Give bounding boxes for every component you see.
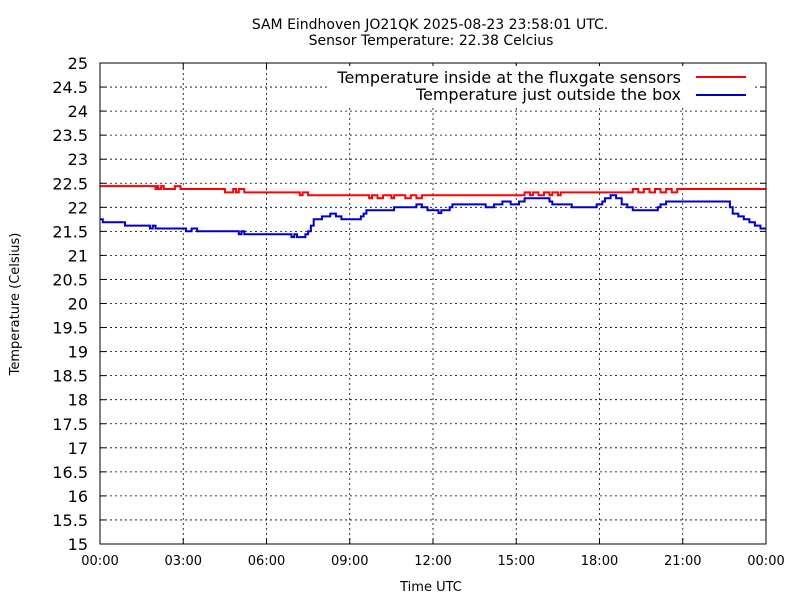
y-tick-label: 17.5 [52, 415, 88, 434]
y-tick-label: 16 [68, 487, 88, 506]
x-tick-label: 06:00 [248, 554, 285, 569]
legend-label-inside: Temperature inside at the fluxgate senso… [336, 68, 681, 87]
x-tick-label: 03:00 [165, 554, 202, 569]
x-axis-label: Time UTC [399, 580, 462, 595]
legend-background [330, 66, 755, 106]
x-tick-label: 00:00 [81, 554, 118, 569]
y-tick-label: 16.5 [52, 463, 88, 482]
y-tick-label: 20.5 [52, 270, 88, 289]
x-tick-label: 12:00 [414, 554, 451, 569]
y-axis-ticks: 15 15.5 16 16.5 17 17.5 18 18.5 19 19.5 20 20.5 21 21… [52, 54, 766, 554]
grid-lines [100, 63, 766, 544]
chart-subtitle: Sensor Temperature: 22.38 Celcius [309, 33, 554, 49]
y-tick-label: 15 [68, 535, 88, 554]
y-tick-label: 22 [68, 198, 88, 217]
y-tick-label: 18.5 [52, 367, 88, 386]
x-tick-label: 15:00 [498, 554, 535, 569]
plot-frame [99, 62, 767, 545]
legend-label-outside: Temperature just outside the box [415, 85, 681, 104]
y-tick-label: 24.5 [52, 78, 88, 97]
y-tick-label: 20 [68, 295, 88, 314]
x-axis-ticks: 00:00 03:00 06:00 09:00 12:00 15:00 18:00 21:00… [81, 63, 785, 569]
y-tick-label: 17 [68, 439, 88, 458]
x-tick-label: 00:00 [747, 554, 784, 569]
y-tick-label: 21 [68, 246, 88, 265]
x-tick-label: 21:00 [664, 554, 701, 569]
data-series [100, 185, 766, 239]
x-tick-label: 09:00 [331, 554, 368, 569]
y-tick-label: 23 [68, 150, 88, 169]
series-line-outside [100, 194, 766, 239]
x-tick-label: 18:00 [581, 554, 618, 569]
y-tick-label: 25 [68, 54, 88, 73]
y-tick-label: 19.5 [52, 319, 88, 338]
series-line-inside [100, 185, 766, 200]
y-tick-label: 21.5 [52, 222, 88, 241]
y-tick-label: 23.5 [52, 126, 88, 145]
y-tick-label: 24 [68, 102, 88, 121]
y-tick-label: 19 [68, 343, 88, 362]
y-tick-label: 22.5 [52, 174, 88, 193]
legend: Temperature inside at the fluxgate senso… [330, 66, 755, 106]
y-axis-label: Temperature (Celsius) [8, 233, 23, 377]
chart-title: SAM Eindhoven JO21QK 2025-08-23 23:58:01… [252, 17, 608, 33]
y-tick-label: 18 [68, 391, 88, 410]
y-tick-label: 15.5 [52, 511, 88, 530]
